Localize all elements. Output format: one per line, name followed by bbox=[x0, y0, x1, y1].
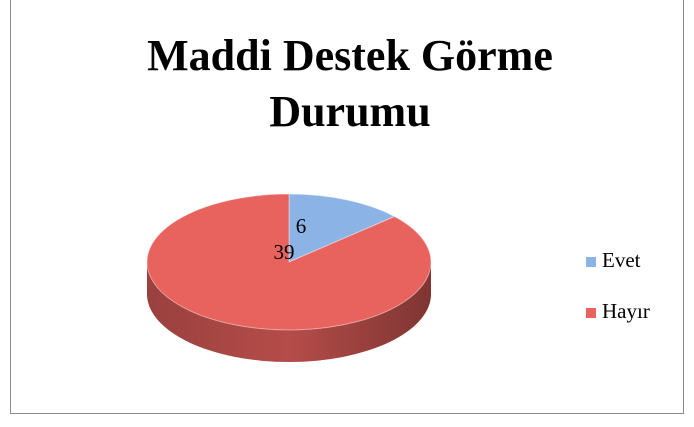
data-label: 6 bbox=[296, 214, 307, 238]
pie-slice bbox=[146, 193, 432, 331]
pie-side-shade bbox=[147, 262, 431, 362]
chart-title: Maddi Destek Görme Durumu bbox=[147, 31, 553, 136]
pie-side-dark bbox=[147, 262, 431, 362]
legend-swatch bbox=[586, 257, 596, 267]
pie-slice bbox=[288, 193, 396, 263]
legend-label: Hayır bbox=[602, 299, 650, 323]
data-label: 39 bbox=[274, 240, 295, 264]
legend-label: Evet bbox=[602, 248, 641, 272]
legend-swatch bbox=[586, 308, 596, 318]
chart-frame bbox=[10, 0, 684, 414]
